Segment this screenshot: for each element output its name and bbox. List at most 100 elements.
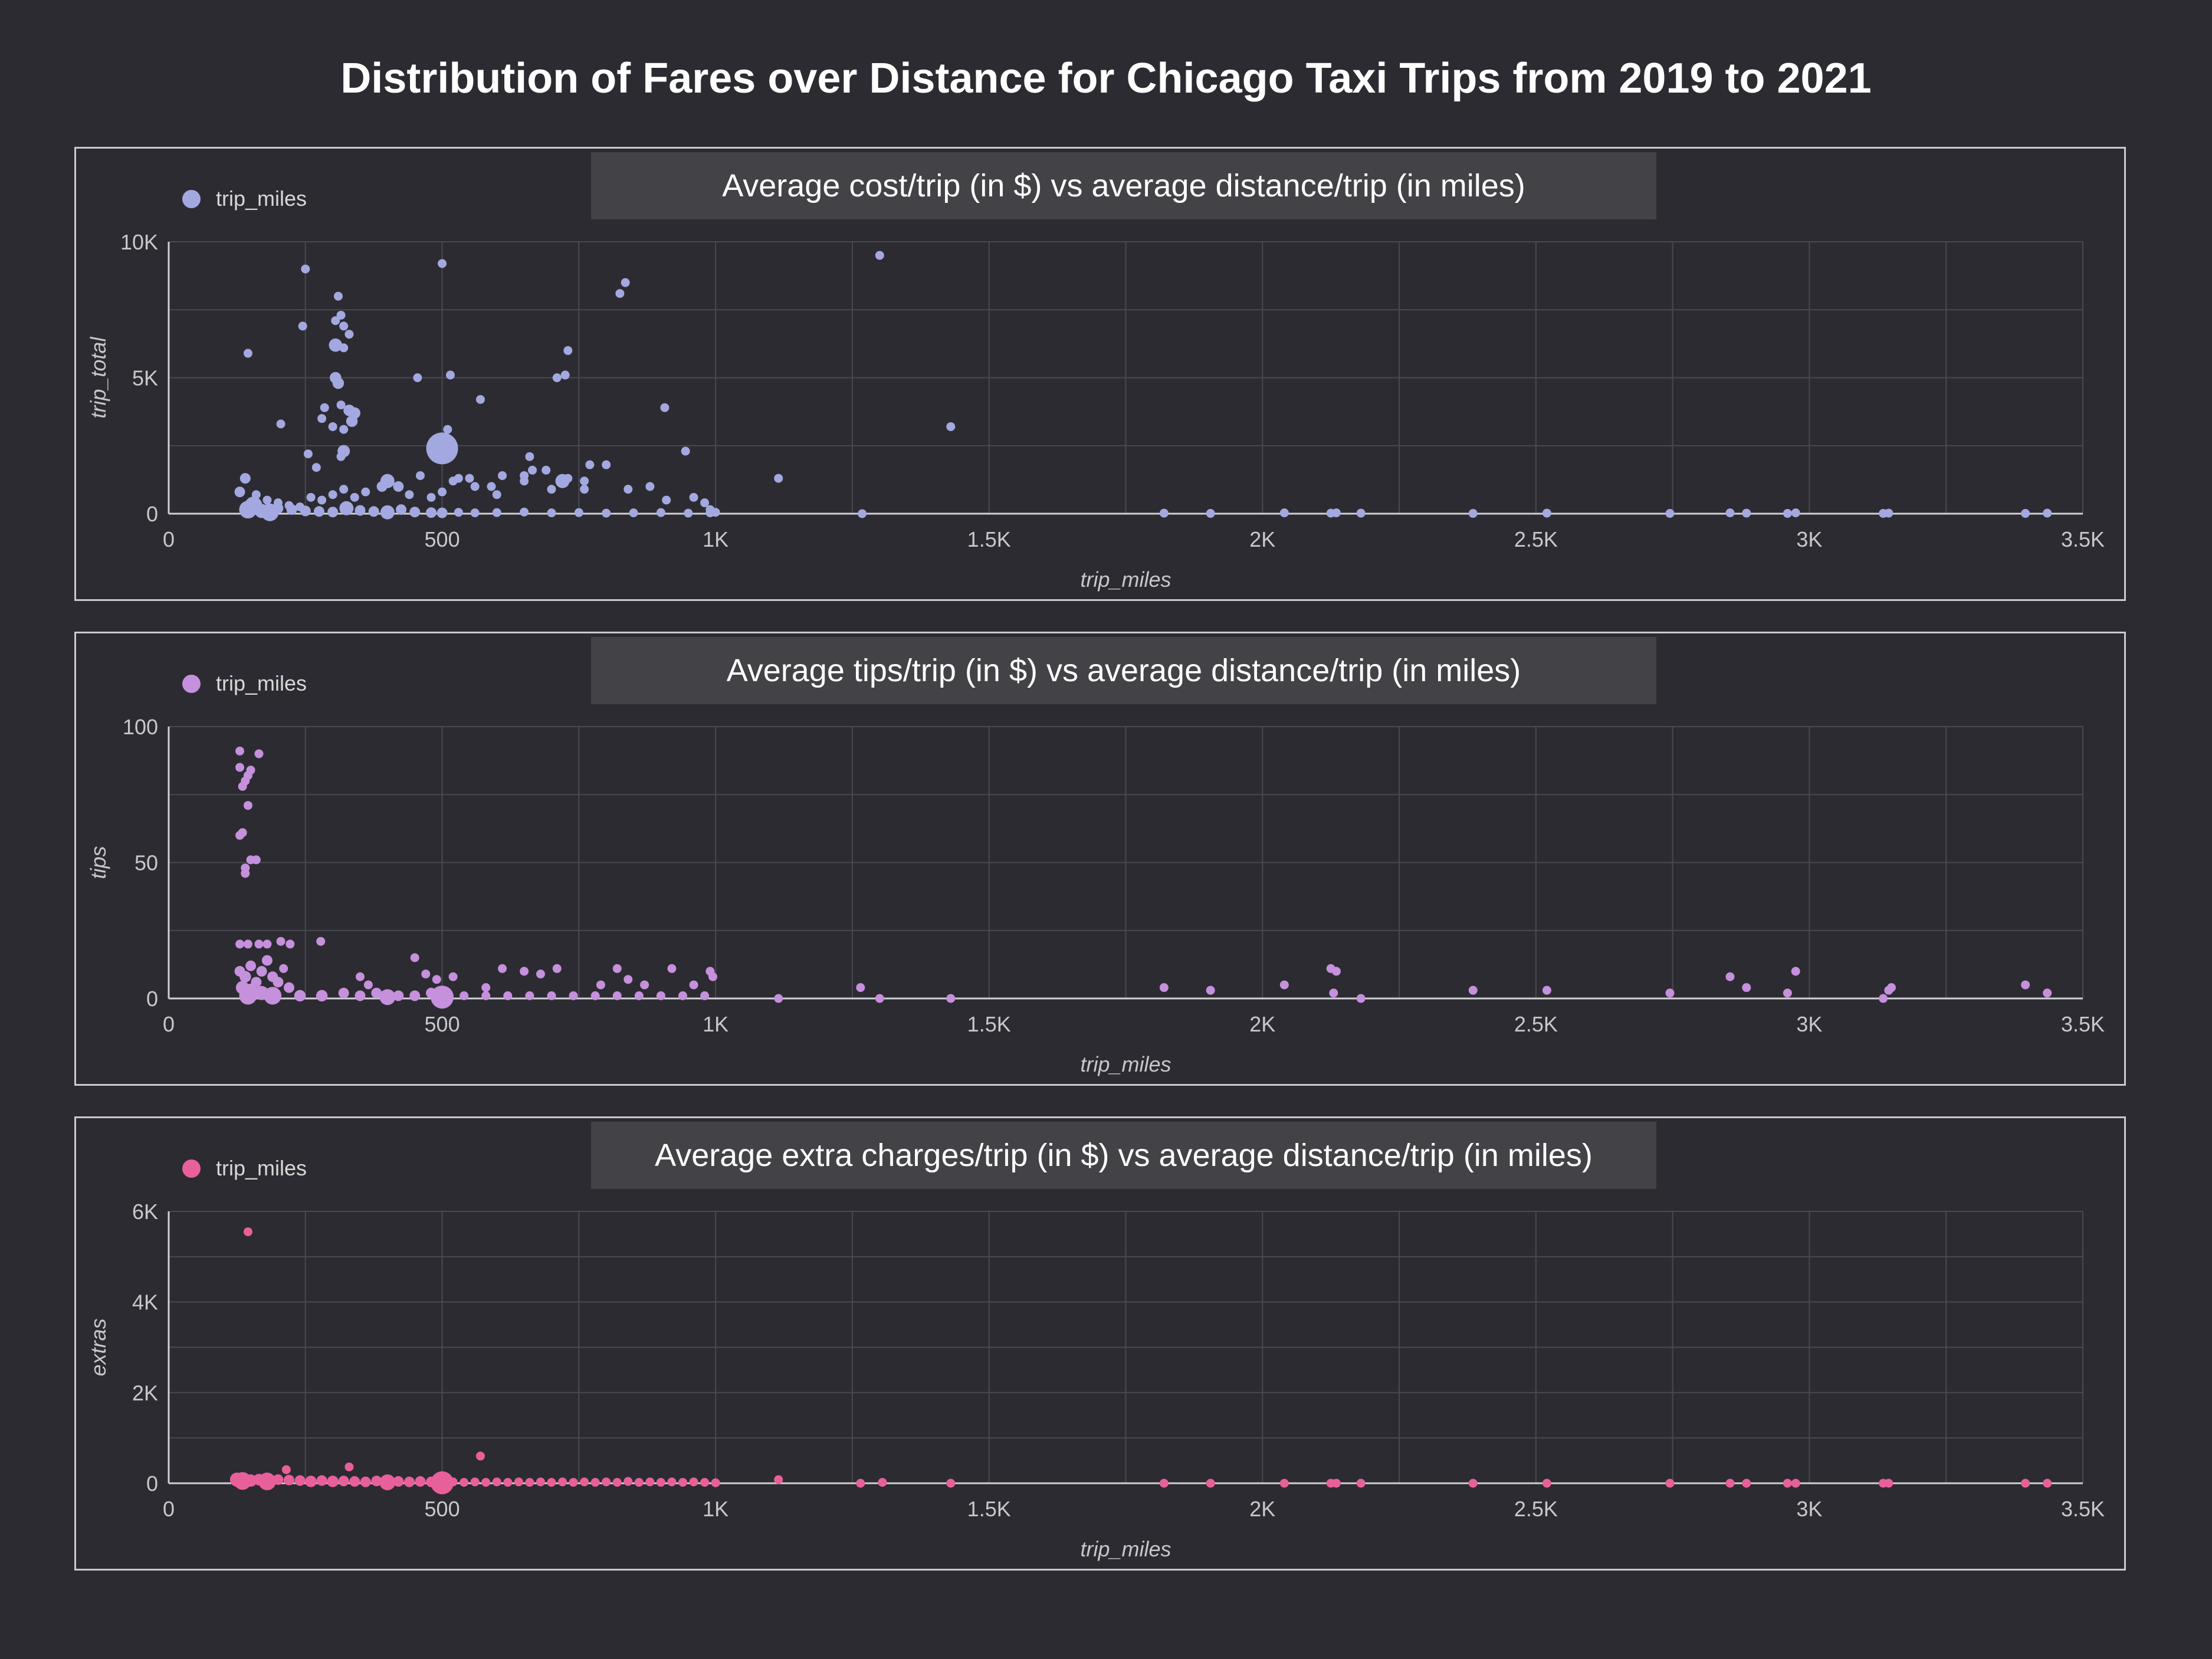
data-point <box>258 1472 276 1490</box>
data-point <box>328 490 337 500</box>
data-point <box>426 492 436 502</box>
data-point <box>563 346 573 355</box>
data-point <box>294 990 306 1002</box>
y-axis-label: tips <box>86 846 110 879</box>
x-tick-label: 500 <box>425 1497 460 1521</box>
data-point <box>296 502 305 511</box>
data-point <box>656 1477 665 1487</box>
data-point <box>580 477 589 486</box>
data-point <box>339 485 349 494</box>
data-point <box>774 1475 783 1484</box>
legend-marker <box>182 1159 201 1178</box>
data-point <box>329 338 343 352</box>
data-point <box>431 1471 454 1494</box>
data-point <box>520 471 529 480</box>
data-point <box>426 432 458 465</box>
data-point <box>317 414 327 423</box>
data-point <box>875 994 884 1003</box>
data-point <box>1159 508 1169 518</box>
data-point <box>339 501 354 515</box>
data-point <box>1783 1479 1792 1488</box>
data-point <box>235 763 245 772</box>
data-point <box>306 492 316 502</box>
data-point <box>1783 988 1792 998</box>
data-point <box>711 1478 720 1487</box>
data-point <box>246 766 255 775</box>
data-point <box>303 449 313 459</box>
data-point <box>1887 983 1896 993</box>
data-point <box>1279 1479 1289 1488</box>
legend-label: trip_miles <box>216 671 307 695</box>
data-point <box>320 403 329 412</box>
scatter-plot: 0 500 1K 1.5K 2K 2.5K 3K 3.5K 0 2K 4K 6K trip_miles e… <box>86 1200 2105 1561</box>
data-point <box>662 495 671 505</box>
data-point <box>856 1479 865 1488</box>
data-point <box>492 490 501 500</box>
data-point <box>700 991 710 1000</box>
data-point <box>470 1477 480 1487</box>
data-point <box>311 463 321 472</box>
data-point <box>492 508 501 517</box>
data-point <box>409 507 421 518</box>
data-point <box>520 967 529 976</box>
data-point <box>656 508 665 517</box>
data-point <box>684 508 693 518</box>
data-point <box>393 990 404 1001</box>
data-point <box>438 259 447 268</box>
x-tick-label: 2.5K <box>1514 1497 1558 1521</box>
data-point <box>623 1477 633 1486</box>
data-point <box>656 991 665 1000</box>
chart-title: Average tips/trip (in $) vs average dist… <box>591 637 1656 704</box>
data-point <box>623 975 633 984</box>
data-point <box>465 474 474 483</box>
data-point <box>640 980 649 990</box>
data-point <box>623 485 633 494</box>
x-tick-label: 0 <box>163 1012 175 1036</box>
data-point <box>339 343 349 353</box>
data-point <box>350 492 359 502</box>
data-point <box>602 1477 611 1487</box>
x-tick-label: 3.5K <box>2061 527 2105 551</box>
chart-panel-tips: Average tips/trip (in $) vs average dist… <box>74 632 2126 1086</box>
data-point <box>689 980 698 990</box>
data-point <box>1279 508 1289 518</box>
data-point <box>360 1476 371 1487</box>
data-point <box>2021 509 2030 518</box>
data-point <box>460 1477 469 1487</box>
data-point <box>1725 508 1735 518</box>
data-point <box>1206 1479 1215 1488</box>
data-point <box>1665 988 1675 998</box>
x-tick-label: 3.5K <box>2061 1012 2105 1036</box>
x-tick-label: 1.5K <box>967 1497 1011 1521</box>
data-point <box>243 349 252 358</box>
data-point <box>1356 994 1366 1003</box>
data-point <box>612 964 622 973</box>
data-point <box>273 1474 284 1485</box>
data-point <box>629 508 638 518</box>
data-point <box>432 975 441 984</box>
x-tick-label: 1.5K <box>967 1012 1011 1036</box>
data-point <box>339 425 349 434</box>
data-point <box>241 863 250 873</box>
data-point <box>498 471 507 480</box>
y-tick-label: 6K <box>132 1200 158 1224</box>
data-point <box>700 1477 710 1487</box>
data-point <box>660 403 669 412</box>
data-point <box>338 987 349 998</box>
data-point <box>262 939 272 949</box>
legend: trip_miles <box>182 1154 307 1183</box>
data-point <box>470 508 480 518</box>
data-point <box>667 1477 677 1487</box>
data-point <box>596 980 605 990</box>
data-point <box>409 990 421 1001</box>
chart-title: Average cost/trip (in $) vs average dist… <box>591 152 1656 219</box>
data-point <box>355 990 366 1001</box>
data-point <box>634 991 644 1000</box>
data-point <box>426 507 437 518</box>
data-point <box>355 505 366 516</box>
data-point <box>332 377 344 389</box>
data-point <box>645 482 655 491</box>
data-point <box>331 316 340 326</box>
data-point <box>536 970 545 979</box>
data-point <box>294 1475 306 1486</box>
